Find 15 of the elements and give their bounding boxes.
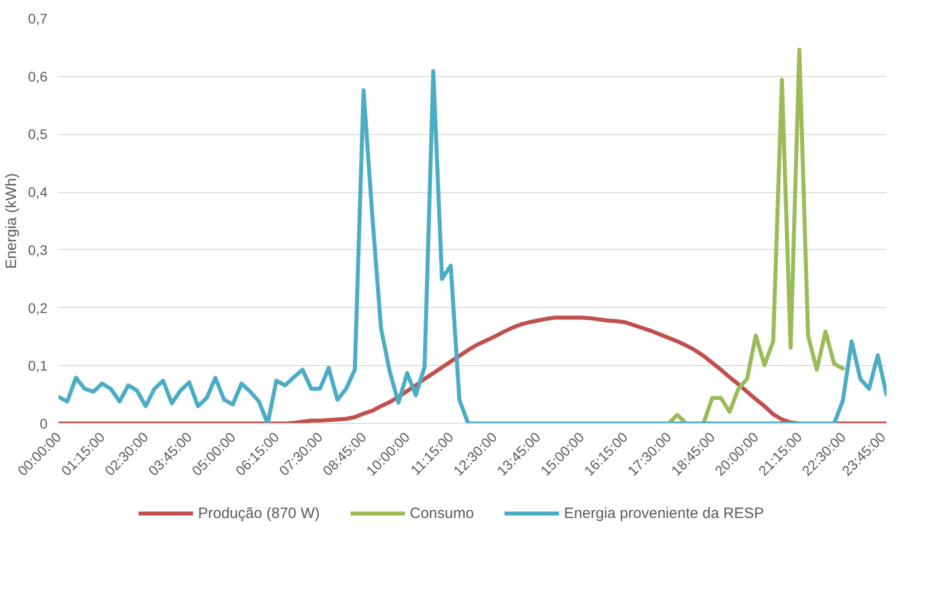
y-tick-label: 0,3	[28, 242, 48, 258]
legend-label: Consumo	[410, 504, 474, 522]
y-tick-label: 0,1	[28, 358, 48, 374]
line-series	[58, 316, 886, 424]
y-tick-label: 0,5	[28, 126, 48, 142]
line-series	[58, 69, 886, 424]
line-series	[666, 48, 845, 424]
y-axis-title: Energia (kWh)	[3, 173, 20, 269]
y-tick-label: 0,2	[28, 300, 48, 316]
y-tick-label: 0,6	[28, 68, 48, 84]
legend-label: Energia proveniente da RESP	[564, 504, 764, 522]
y-tick-label: 0,4	[28, 184, 48, 200]
legend-label: Produção (870 W)	[198, 504, 320, 522]
y-tick-label: 0,7	[28, 10, 48, 26]
y-tick-label: 0	[40, 416, 48, 432]
